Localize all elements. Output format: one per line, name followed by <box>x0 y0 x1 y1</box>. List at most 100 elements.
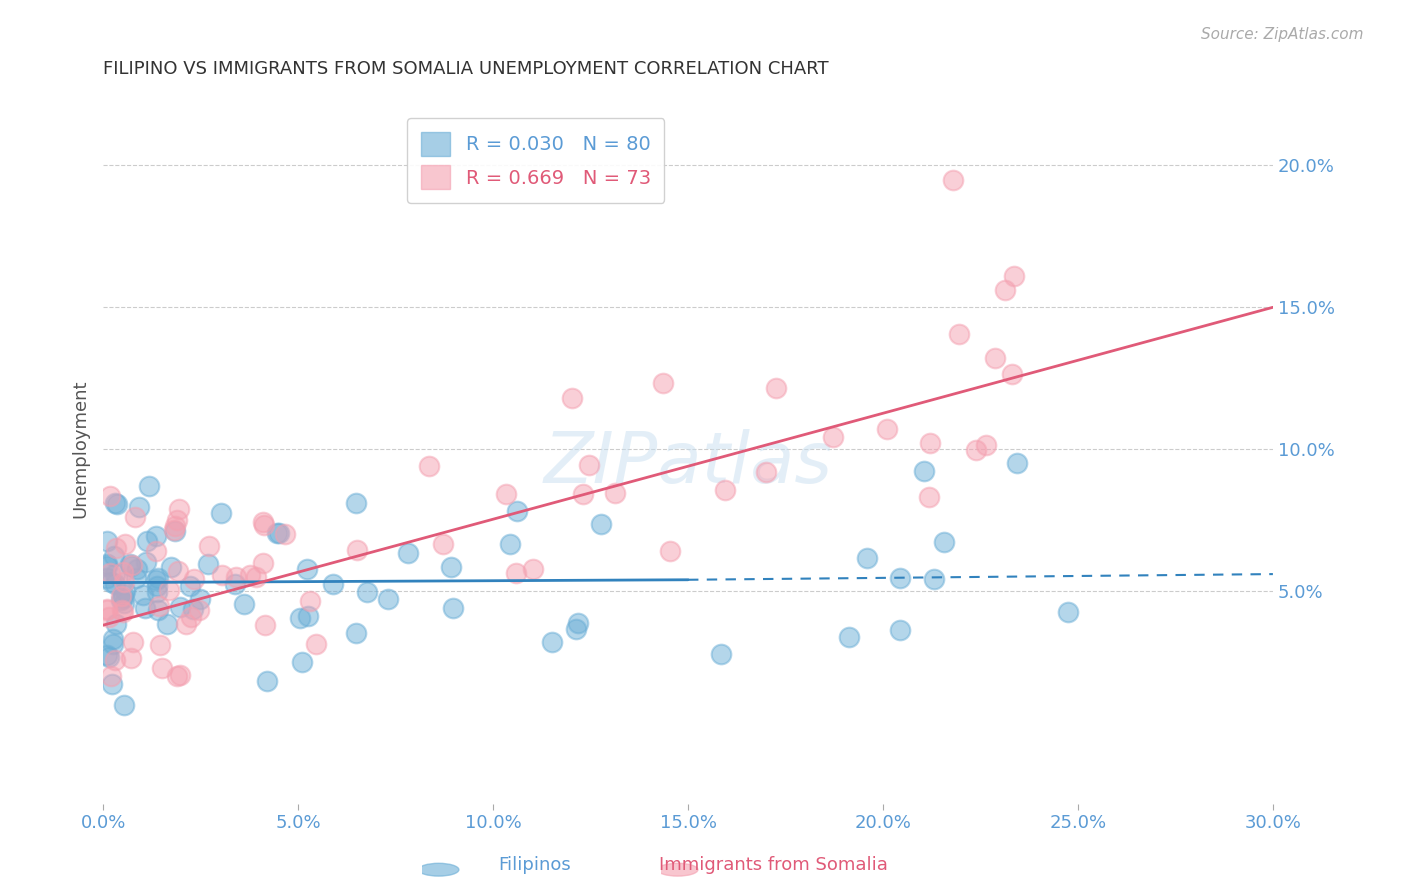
Point <box>710 647 733 661</box>
Point <box>165 524 187 539</box>
Point <box>838 630 860 644</box>
Point <box>1005 457 1028 471</box>
Point <box>256 673 278 688</box>
Point <box>322 577 344 591</box>
Point <box>917 490 939 504</box>
Point <box>344 626 367 640</box>
Point <box>120 558 142 573</box>
Point <box>165 519 187 533</box>
Point <box>356 585 378 599</box>
Text: Source: ZipAtlas.com: Source: ZipAtlas.com <box>1201 27 1364 42</box>
Point <box>103 549 125 564</box>
Point <box>522 562 544 576</box>
Point <box>148 599 170 614</box>
Point <box>652 376 675 390</box>
Point <box>346 542 368 557</box>
Point <box>561 391 583 405</box>
Point <box>135 555 157 569</box>
Point <box>934 535 956 549</box>
Point <box>169 668 191 682</box>
Point <box>101 632 124 647</box>
Point <box>157 582 180 597</box>
Point <box>197 557 219 571</box>
Point <box>104 577 127 591</box>
Point <box>98 489 121 503</box>
Point <box>120 650 142 665</box>
Point <box>167 564 190 578</box>
Point <box>344 496 367 510</box>
Point <box>111 603 134 617</box>
Point <box>440 560 463 574</box>
Point <box>104 496 127 510</box>
Point <box>105 616 128 631</box>
Point <box>101 637 124 651</box>
Point <box>159 560 181 574</box>
Point <box>174 617 197 632</box>
Point <box>889 623 911 637</box>
Point <box>291 655 314 669</box>
Point <box>100 669 122 683</box>
Point <box>145 529 167 543</box>
Point <box>889 570 911 584</box>
Point <box>146 602 169 616</box>
Point <box>114 537 136 551</box>
Point <box>96 558 118 573</box>
Point <box>591 517 613 532</box>
Point <box>104 541 127 556</box>
Point <box>499 537 522 551</box>
Text: Immigrants from Somalia: Immigrants from Somalia <box>659 856 887 874</box>
Point <box>188 592 211 607</box>
Text: Filipinos: Filipinos <box>498 856 571 874</box>
Point <box>125 562 148 576</box>
Point <box>166 513 188 527</box>
Point <box>114 583 136 598</box>
Legend: R = 0.030   N = 80, R = 0.669   N = 73: R = 0.030 N = 80, R = 0.669 N = 73 <box>408 119 665 202</box>
Point <box>1002 269 1025 284</box>
Point <box>105 497 128 511</box>
Point <box>96 603 118 617</box>
Point <box>156 616 179 631</box>
Point <box>167 501 190 516</box>
Point <box>290 611 312 625</box>
Point <box>112 698 135 712</box>
Point <box>239 567 262 582</box>
Point <box>266 526 288 541</box>
Point <box>377 592 399 607</box>
Point <box>225 570 247 584</box>
Point <box>396 546 419 560</box>
Point <box>101 677 124 691</box>
Point <box>984 351 1007 365</box>
Point <box>96 648 118 662</box>
Point <box>755 465 778 479</box>
Point <box>96 602 118 616</box>
Point <box>112 591 135 605</box>
Point <box>495 487 517 501</box>
Point <box>125 571 148 585</box>
Point <box>111 565 134 579</box>
Point <box>211 568 233 582</box>
Point <box>918 435 941 450</box>
Point <box>181 602 204 616</box>
Point <box>252 556 274 570</box>
Point <box>104 653 127 667</box>
Point <box>572 487 595 501</box>
Point <box>104 566 127 581</box>
Point <box>432 537 454 551</box>
Point <box>110 593 132 607</box>
Point <box>269 525 291 540</box>
Point <box>110 590 132 604</box>
Point <box>150 661 173 675</box>
Point <box>180 610 202 624</box>
Point <box>252 515 274 529</box>
Point <box>132 588 155 602</box>
Point <box>441 601 464 615</box>
Point <box>145 544 167 558</box>
Point <box>994 283 1017 297</box>
Point <box>162 523 184 537</box>
Point <box>112 587 135 601</box>
Point <box>253 518 276 533</box>
Point <box>298 594 321 608</box>
Point <box>124 509 146 524</box>
Point <box>183 572 205 586</box>
Point <box>138 479 160 493</box>
